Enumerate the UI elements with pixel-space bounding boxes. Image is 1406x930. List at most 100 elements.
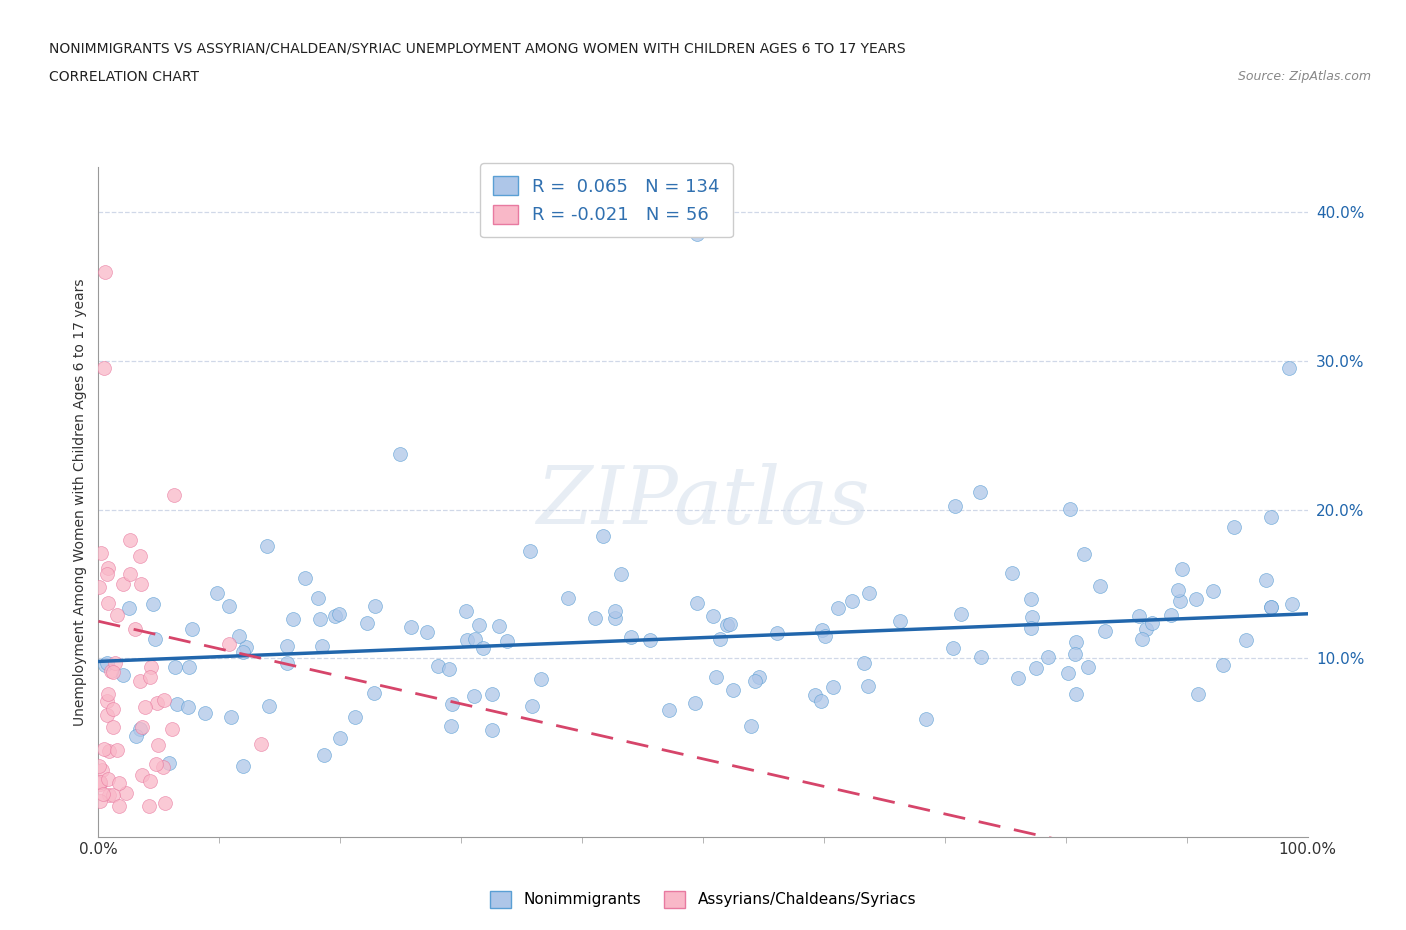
Point (228, 628, 250, 643)
Point (205, 586, 228, 601)
Point (276, 638, 298, 653)
Point (177, 699, 200, 714)
Point (1260, 600, 1282, 615)
Point (218, 599, 240, 614)
Point (557, 591, 579, 605)
Point (180, 621, 202, 636)
Point (592, 528, 614, 543)
Point (97, 561, 120, 576)
Point (139, 774, 162, 789)
Point (311, 638, 333, 653)
Point (943, 498, 966, 513)
Point (1128, 609, 1150, 624)
Point (456, 604, 478, 618)
Point (702, 609, 724, 624)
Point (1260, 510, 1282, 525)
Point (276, 656, 298, 671)
Point (157, 756, 180, 771)
Point (638, 633, 661, 648)
Point (401, 619, 423, 634)
Point (232, 759, 254, 774)
Point (467, 618, 489, 632)
Point (329, 730, 352, 745)
Point (364, 599, 387, 614)
Point (312, 748, 335, 763)
Point (1160, 607, 1182, 622)
Point (256, 538, 278, 553)
Point (153, 795, 176, 810)
Point (810, 694, 832, 709)
Point (481, 686, 503, 701)
Point (740, 718, 762, 733)
Point (1170, 594, 1192, 609)
Point (138, 670, 160, 684)
Point (96, 656, 118, 671)
Point (89, 793, 111, 808)
Point (93, 787, 115, 802)
Point (942, 641, 965, 656)
Point (1064, 686, 1087, 701)
Point (103, 665, 125, 680)
Point (1202, 583, 1225, 598)
Point (146, 696, 169, 711)
Point (160, 722, 183, 737)
Point (309, 611, 332, 626)
Y-axis label: Unemployment Among Women with Children Ages 6 to 17 years: Unemployment Among Women with Children A… (73, 278, 87, 726)
Point (141, 659, 163, 674)
Point (603, 604, 626, 618)
Point (1278, 361, 1301, 376)
Point (131, 768, 153, 783)
Point (177, 659, 200, 674)
Point (463, 688, 485, 703)
Point (97, 771, 120, 786)
Point (257, 698, 280, 713)
Point (283, 612, 305, 627)
Point (1019, 621, 1042, 636)
Point (1281, 597, 1303, 612)
Point (101, 787, 124, 802)
Point (1064, 634, 1087, 649)
Point (858, 585, 880, 600)
Point (686, 227, 709, 242)
Point (827, 601, 849, 616)
Point (152, 760, 174, 775)
Point (519, 544, 541, 559)
Point (124, 622, 146, 637)
Point (93, 361, 115, 376)
Point (89, 579, 111, 594)
Point (856, 679, 879, 694)
Point (89, 759, 111, 774)
Point (1167, 583, 1189, 598)
Point (456, 633, 478, 648)
Point (1130, 631, 1153, 646)
Text: CORRELATION CHART: CORRELATION CHART (49, 70, 200, 84)
Point (583, 610, 606, 625)
Point (235, 640, 257, 655)
Point (134, 699, 156, 714)
Point (145, 757, 167, 772)
Point (686, 595, 709, 610)
Point (128, 674, 150, 689)
Point (388, 446, 411, 461)
Point (250, 737, 273, 751)
Point (853, 656, 876, 671)
Point (129, 722, 152, 737)
Point (96, 694, 118, 709)
Point (889, 614, 911, 629)
Point (115, 786, 138, 801)
Point (1212, 658, 1234, 672)
Point (96, 708, 118, 723)
Point (1140, 616, 1163, 631)
Point (97, 595, 120, 610)
Point (131, 720, 153, 735)
Point (112, 577, 135, 591)
Point (162, 487, 184, 502)
Point (101, 720, 124, 735)
Point (1059, 502, 1081, 517)
Point (165, 659, 187, 674)
Point (363, 685, 385, 700)
Point (1090, 578, 1112, 593)
Point (415, 625, 437, 640)
Point (949, 606, 972, 621)
Point (112, 668, 135, 683)
